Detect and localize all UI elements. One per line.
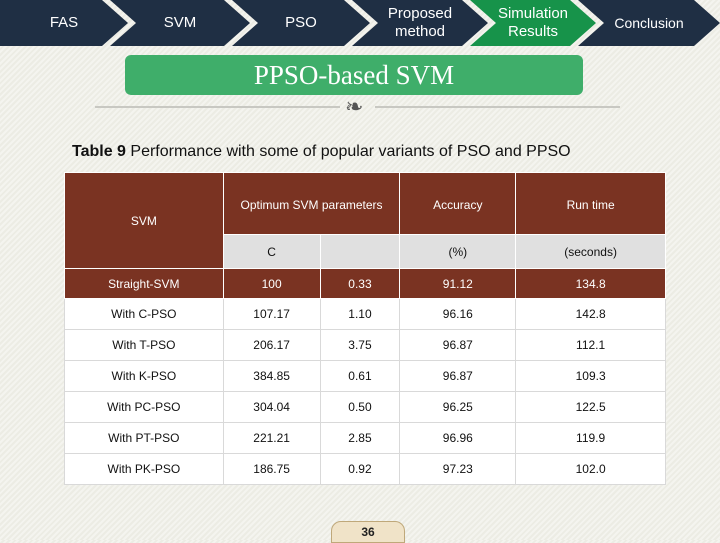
subheader-runtime-unit: (seconds) [515,234,666,269]
row-c: 221.21 [222,422,321,454]
row-name: With C-PSO [64,298,224,330]
header-runtime: Run time [515,172,666,235]
slide-title: PPSO-based SVM [253,59,455,90]
row-runtime: 109.3 [515,360,666,392]
table-caption: Table 9 Performance with some of popular… [72,143,571,161]
header-accuracy: Accuracy [399,172,517,235]
top-navigation: FAS SVM PSO Proposed method Simulation R… [0,0,720,46]
row-c: 304.04 [222,391,321,423]
header-svm: SVM [64,172,224,269]
decorative-swirl-icon: ❧ [345,94,364,119]
table-caption-text: Performance with some of popular variant… [130,143,571,160]
row-name: With PK-PSO [64,453,224,485]
nav-tab-proposed-method[interactable]: Proposed method [352,0,488,46]
row-runtime: 119.9 [515,422,666,454]
table-row: With PT-PSO 221.21 2.85 96.96 119.9 [64,422,666,454]
performance-table: SVM Optimum SVM parameters Accuracy Run … [64,172,666,485]
nav-tab-conclusion[interactable]: Conclusion [578,0,720,46]
nav-tab-svm[interactable]: SVM [110,0,250,46]
table-row: With T-PSO 206.17 3.75 96.87 112.1 [64,329,666,361]
row-accuracy: 96.16 [399,298,517,330]
row-name: Straight-SVM [64,268,224,299]
row-runtime: 122.5 [515,391,666,423]
row-gamma: 0.50 [319,391,401,423]
table-row: Straight-SVM 100 0.33 91.12 134.8 [64,268,666,299]
nav-tab-label: Proposed method [387,5,453,40]
row-accuracy: 91.12 [399,268,517,299]
nav-tab-pso[interactable]: PSO [232,0,370,46]
row-gamma: 3.75 [319,329,401,361]
table-row: With C-PSO 107.17 1.10 96.16 142.8 [64,298,666,330]
row-name: With T-PSO [64,329,224,361]
row-c: 100 [222,268,321,299]
title-divider-right [375,106,620,108]
row-accuracy: 96.96 [399,422,517,454]
row-accuracy: 96.25 [399,391,517,423]
row-c: 206.17 [222,329,321,361]
row-name: With PT-PSO [64,422,224,454]
title-divider-left [95,106,340,108]
nav-tab-simulation-results[interactable]: Simulation Results [470,0,596,46]
table-row: With PC-PSO 304.04 0.50 96.25 122.5 [64,391,666,423]
table-caption-label: Table 9 [72,143,126,160]
row-c: 186.75 [222,453,321,485]
row-runtime: 134.8 [515,268,666,299]
row-accuracy: 96.87 [399,329,517,361]
row-runtime: 102.0 [515,453,666,485]
row-gamma: 0.92 [319,453,401,485]
table-row: With K-PSO 384.85 0.61 96.87 109.3 [64,360,666,392]
nav-tab-label: Conclusion [614,15,684,31]
nav-tab-label: FAS [49,14,79,31]
subheader-c: C [222,234,321,269]
row-name: With K-PSO [64,360,224,392]
row-name: With PC-PSO [64,391,224,423]
nav-tab-fas[interactable]: FAS [0,0,128,46]
row-accuracy: 96.87 [399,360,517,392]
row-runtime: 142.8 [515,298,666,330]
subheader-accuracy-unit: (%) [399,234,517,269]
nav-tab-label: Simulation Results [497,5,569,40]
slide-title-bar: PPSO-based SVM [125,55,583,95]
subheader-gamma [319,234,401,269]
row-gamma: 0.33 [319,268,401,299]
header-optimum-parameters: Optimum SVM parameters [222,172,401,235]
row-accuracy: 97.23 [399,453,517,485]
row-runtime: 112.1 [515,329,666,361]
table-row: With PK-PSO 186.75 0.92 97.23 102.0 [64,453,666,485]
row-gamma: 0.61 [319,360,401,392]
row-gamma: 2.85 [319,422,401,454]
row-c: 107.17 [222,298,321,330]
nav-tab-label: PSO [285,14,317,31]
row-gamma: 1.10 [319,298,401,330]
nav-tab-label: SVM [163,14,197,31]
row-c: 384.85 [222,360,321,392]
